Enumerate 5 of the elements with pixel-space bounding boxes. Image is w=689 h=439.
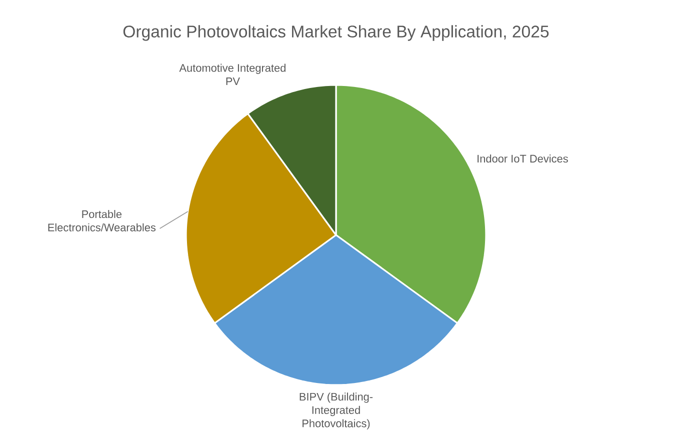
slice-label: Indoor IoT Devices [478, 154, 568, 163]
chart-title: Organic Photovoltaics Market Share By Application, 2025 [123, 25, 549, 41]
slice-label: Portable Electronics/Wearables [48, 210, 156, 232]
slice-label: Automotive Integrated PV [179, 64, 286, 86]
slice-label: BIPV (Building-Integrated Photovoltaics) [300, 392, 373, 430]
